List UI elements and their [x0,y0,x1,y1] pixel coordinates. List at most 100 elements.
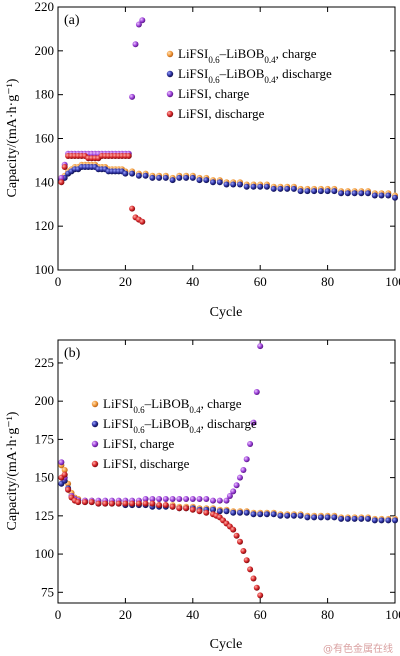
point-lifsi-charge-b-35 [250,419,257,426]
panel-b: 0 20 40 60 80 100 75 100 125 150 175 200 225 (b) Cyc… [5,339,400,652]
series-ljbob-discharge-a [58,164,398,201]
point-ljbob-discharge-b-25 [210,506,216,513]
x-tick-label-a-1: 20 [119,274,132,289]
legend-label-lifsi-charge-a: LiFSI, charge [178,86,249,101]
point-lifsi-charge-a-0 [58,174,65,181]
y-tick-label-b-4: 175 [35,431,55,446]
y-tick-label-b-1: 100 [35,546,55,561]
point-ljbob-discharge-a-33 [216,179,223,186]
point-ljbob-discharge-b-38 [297,512,304,519]
point-ljbob-discharge-b-26 [216,508,223,515]
panel-label-b: (b) [64,346,81,361]
point-lifsi-charge-b-30 [233,482,240,489]
legend-label-ljbob-charge-a: LiFSI0.6–LiBOB0.4, charge [178,46,317,65]
point-ljbob-discharge-a-26 [169,177,176,184]
x-tick-label-a-0: 0 [55,274,62,289]
point-lifsi-discharge-b-11 [115,500,122,507]
legend-marker-lifsi-charge-a [166,90,174,98]
legend-marker-ljbob-discharge-a [166,70,174,78]
point-lifsi-charge-b-34 [247,441,254,447]
point-lifsi-discharge-b-2 [65,486,72,493]
point-ljbob-discharge-a-29 [189,174,196,181]
y-tick-label-a-2: 140 [35,174,55,189]
point-lifsi-charge-a-22 [132,41,139,48]
point-lifsi-discharge-b-17 [156,502,163,509]
point-lifsi-discharge-b-36 [247,566,254,573]
point-ljbob-discharge-b-29 [237,509,243,516]
point-lifsi-charge-b-17 [156,496,163,502]
point-ljbob-discharge-a-34 [223,181,230,188]
y-tick-label-b-2: 125 [35,508,55,523]
point-lifsi-charge-b-33 [243,456,250,463]
point-lifsi-discharge-b-12 [122,500,129,507]
point-lifsi-charge-b-23 [196,496,203,502]
point-ljbob-discharge-b-42 [324,514,331,521]
point-ljbob-discharge-a-45 [297,188,304,195]
point-lifsi-discharge-b-22 [189,506,196,513]
y-tick-label-b-0: 75 [41,584,54,599]
point-lifsi-discharge-a-21 [129,205,136,212]
point-ljbob-discharge-b-52 [392,517,398,524]
y-tick-label-a-6: 220 [35,0,55,14]
point-lifsi-charge-b-19 [169,496,176,502]
panel-label-a: (a) [64,13,80,28]
point-ljbob-discharge-b-30 [243,509,250,516]
y-tick-label-a-4: 180 [35,87,55,102]
point-lifsi-discharge-b-8 [95,500,102,507]
point-ljbob-discharge-a-55 [365,190,371,197]
legend-label-ljbob-discharge-b: LiFSI0.6–LiBOB0.4, discharge [103,416,257,435]
point-ljbob-discharge-a-54 [358,190,365,197]
point-ljbob-discharge-b-44 [338,515,345,522]
point-ljbob-discharge-a-47 [311,188,318,195]
x-tick-label-a-5: 100 [385,274,400,289]
point-ljbob-discharge-a-57 [378,192,385,199]
point-ljbob-discharge-b-27 [223,508,230,515]
y-tick-label-b-5: 200 [35,393,55,408]
point-lifsi-discharge-b-31 [230,526,237,533]
point-ljbob-discharge-b-43 [331,514,338,521]
point-lifsi-charge-b-26 [216,497,223,504]
legend-label-lifsi-discharge-a: LiFSI, discharge [178,106,265,121]
point-lifsi-charge-a-21 [129,93,136,100]
point-ljbob-discharge-b-51 [385,517,392,524]
watermark-text: @有色金属在线 [323,642,393,655]
points-b [58,343,398,599]
x-tick-label-a-3: 60 [254,274,267,289]
legend-marker-ljbob-charge-a [166,50,174,58]
point-lifsi-discharge-a-0 [58,179,65,186]
point-ljbob-discharge-a-42 [277,185,284,192]
point-lifsi-discharge-b-32 [233,532,240,539]
point-ljbob-discharge-b-50 [378,517,385,524]
point-lifsi-charge-b-15 [142,496,149,502]
point-lifsi-discharge-b-16 [149,500,156,507]
y-tick-label-b-6: 225 [35,355,55,370]
point-ljbob-discharge-b-41 [317,514,324,521]
point-ljbob-discharge-a-28 [183,174,190,181]
point-ljbob-discharge-a-23 [149,174,156,181]
point-lifsi-charge-b-22 [189,496,196,502]
y-tick-label-a-5: 200 [35,43,55,58]
legend-label-lifsi-charge-b: LiFSI, charge [103,436,174,451]
series-lifsi-discharge-b [58,471,264,599]
point-lifsi-charge-b-28 [226,493,233,499]
legend-marker-lifsi-discharge-a [166,110,174,118]
point-lifsi-discharge-b-7 [88,499,95,506]
point-ljbob-discharge-a-19 [122,170,129,177]
point-ljbob-discharge-b-33 [263,511,270,518]
point-lifsi-charge-b-32 [240,467,247,473]
point-lifsi-charge-b-37 [257,343,264,350]
point-lifsi-discharge-b-35 [243,557,250,564]
point-ljbob-discharge-a-51 [338,190,345,197]
point-lifsi-charge-b-20 [176,496,183,502]
point-lifsi-discharge-b-9 [102,500,109,507]
point-ljbob-discharge-a-30 [196,177,203,184]
point-lifsi-discharge-b-14 [135,500,142,507]
point-lifsi-discharge-a-1 [61,164,68,170]
point-ljbob-discharge-a-52 [344,190,351,197]
points-a [58,17,398,225]
x-axis-label-a: Cycle [210,305,243,320]
legend-a: LiFSI0.6–LiBOB0.4, chargeLiFSI0.6–LiBOB0… [166,46,332,121]
point-ljbob-discharge-b-40 [311,514,318,521]
point-ljbob-discharge-a-35 [230,181,237,188]
ticks-b: 0 20 40 60 80 100 75 100 125 150 175 200 225 [35,340,400,622]
